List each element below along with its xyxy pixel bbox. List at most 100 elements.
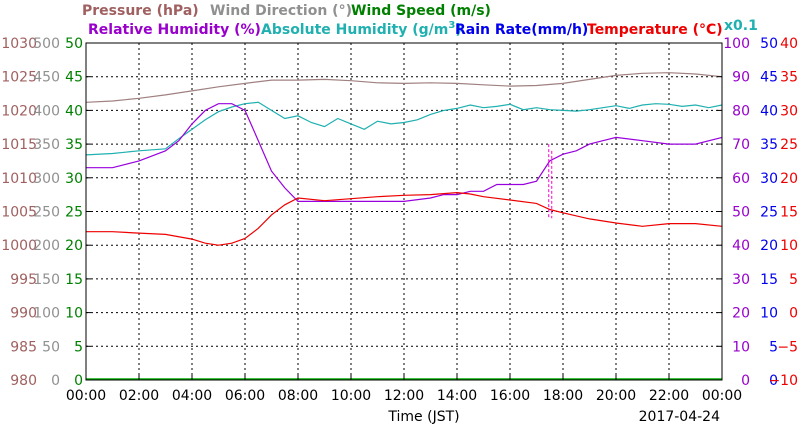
tick-wind_direction: 250 [33,205,60,221]
tick-temperature: 10 [780,238,798,254]
tick-relative_humidity: 100 [723,36,750,52]
x-tick-label: 06:00 [225,388,265,404]
x-tick-label: 18:00 [543,388,583,404]
title-temperature: Temperature (°C) [587,22,723,38]
series-relative_humidity [86,103,723,202]
tick-wind_direction: 200 [33,238,60,254]
tick-wind_direction: 300 [33,171,60,187]
tick-relative_humidity: 20 [732,306,750,322]
tick-rain_rate: 25 [760,205,778,221]
rain-scale-label: x0.1 [724,18,758,34]
right-axis-ticks: 1009080706050403020100504540353025201510… [723,36,798,389]
tick-relative_humidity: 30 [732,272,750,288]
series-pressure [85,72,723,103]
tick-relative_humidity: 60 [732,171,750,187]
series-absolute_humidity [85,101,723,156]
x-axis-label: Time (JST) [387,409,459,425]
tick-wind_speed: 50 [65,36,83,52]
tick-relative_humidity: 0 [741,373,750,389]
tick-wind_direction: 350 [33,137,60,153]
tick-relative_humidity: 80 [732,103,750,119]
series-temperature [86,191,723,246]
tick-relative_humidity: 70 [732,137,750,153]
tick-pressure: 1010 [1,171,37,187]
tick-wind_direction: 50 [42,339,60,355]
tick-temperature: 5 [789,272,798,288]
tick-pressure: 1015 [1,137,37,153]
tick-pressure: 1000 [1,238,37,254]
tick-temperature: 0 [789,306,798,322]
tick-wind_speed: 30 [65,171,83,187]
grid-lines [86,43,722,380]
title-wind-direction: Wind Direction (°) [210,3,352,19]
x-tick-label: 20:00 [596,388,636,404]
tick-rain_rate: 20 [760,238,778,254]
tick-pressure: 985 [10,339,37,355]
tick-wind_direction: 500 [33,36,60,52]
title-wind-speed: Wind Speed (m/s) [351,3,491,19]
title-rain-rate: Rain Rate(mm/h) [455,22,588,38]
x-tick-label: 02:00 [119,388,159,404]
tick-relative_humidity: 90 [732,70,750,86]
tick-temperature: 30 [780,103,798,119]
tick-temperature: 15 [780,205,798,221]
annotations [548,144,553,219]
tick-wind_speed: 5 [74,339,83,355]
tick-relative_humidity: 50 [732,205,750,221]
title-relative-humidity: Relative Humidity (%) [88,22,261,38]
title-absolute-humidity: Absolute Humidity (g/m3) [261,20,462,38]
tick-rain_rate: 15 [760,272,778,288]
tick-rain_rate: 30 [760,171,778,187]
tick-rain_rate: 35 [760,137,778,153]
tick-wind_speed: 20 [65,238,83,254]
tick-wind_speed: 40 [65,103,83,119]
tick-wind_speed: 45 [65,70,83,86]
tick-temperature: −5 [777,339,798,355]
x-tick-label: 16:00 [490,388,530,404]
tick-temperature: 35 [780,70,798,86]
x-tick-label: 00:00 [66,388,106,404]
x-axis-ticks: 00:00 02:00 04:00 06:00 08:00 10:00 12:00 14:00… [66,388,742,404]
tick-wind_speed: 0 [74,373,83,389]
tick-rain_rate: 45 [760,70,778,86]
tick-rain_rate: 40 [760,103,778,119]
tick-rain_rate: 50 [760,36,778,52]
x-tick-label: 10:00 [331,388,371,404]
left-axis-ticks: 1030102510201015101010051000995990985980… [1,36,83,389]
tick-temperature: −10 [768,373,798,389]
x-tick-label: 04:00 [172,388,212,404]
date-label: 2017-04-24 [639,409,720,425]
tick-wind_direction: 450 [33,70,60,86]
tick-pressure: 1005 [1,205,37,221]
tick-wind_direction: 400 [33,103,60,119]
tick-wind_speed: 35 [65,137,83,153]
tick-wind_direction: 100 [33,306,60,322]
tick-pressure: 1025 [1,70,37,86]
tick-pressure: 1030 [1,36,37,52]
tick-wind_speed: 15 [65,272,83,288]
x-tick-label: 08:00 [278,388,318,404]
tick-wind_direction: 0 [51,373,60,389]
tick-pressure: 995 [10,272,37,288]
tick-temperature: 25 [780,137,798,153]
tick-wind_speed: 25 [65,205,83,221]
title-pressure: Pressure (hPa) [82,3,199,19]
tick-pressure: 990 [10,306,37,322]
x-tick-label: 12:00 [384,388,424,404]
x-tick-label: 14:00 [437,388,477,404]
tick-pressure: 980 [10,373,37,389]
tick-relative_humidity: 40 [732,238,750,254]
tick-rain_rate: 5 [769,339,778,355]
tick-rain_rate: 0 [769,373,778,389]
tick-relative_humidity: 10 [732,339,750,355]
tick-temperature: 20 [780,171,798,187]
tick-wind_speed: 10 [65,306,83,322]
tick-wind_direction: 150 [33,272,60,288]
x-tick-label: 22:00 [649,388,689,404]
x-tick-label: 00:00 [702,388,742,404]
tick-rain_rate: 10 [760,306,778,322]
tick-temperature: 40 [780,36,798,52]
axes-frame [85,42,723,381]
tick-pressure: 1020 [1,103,37,119]
